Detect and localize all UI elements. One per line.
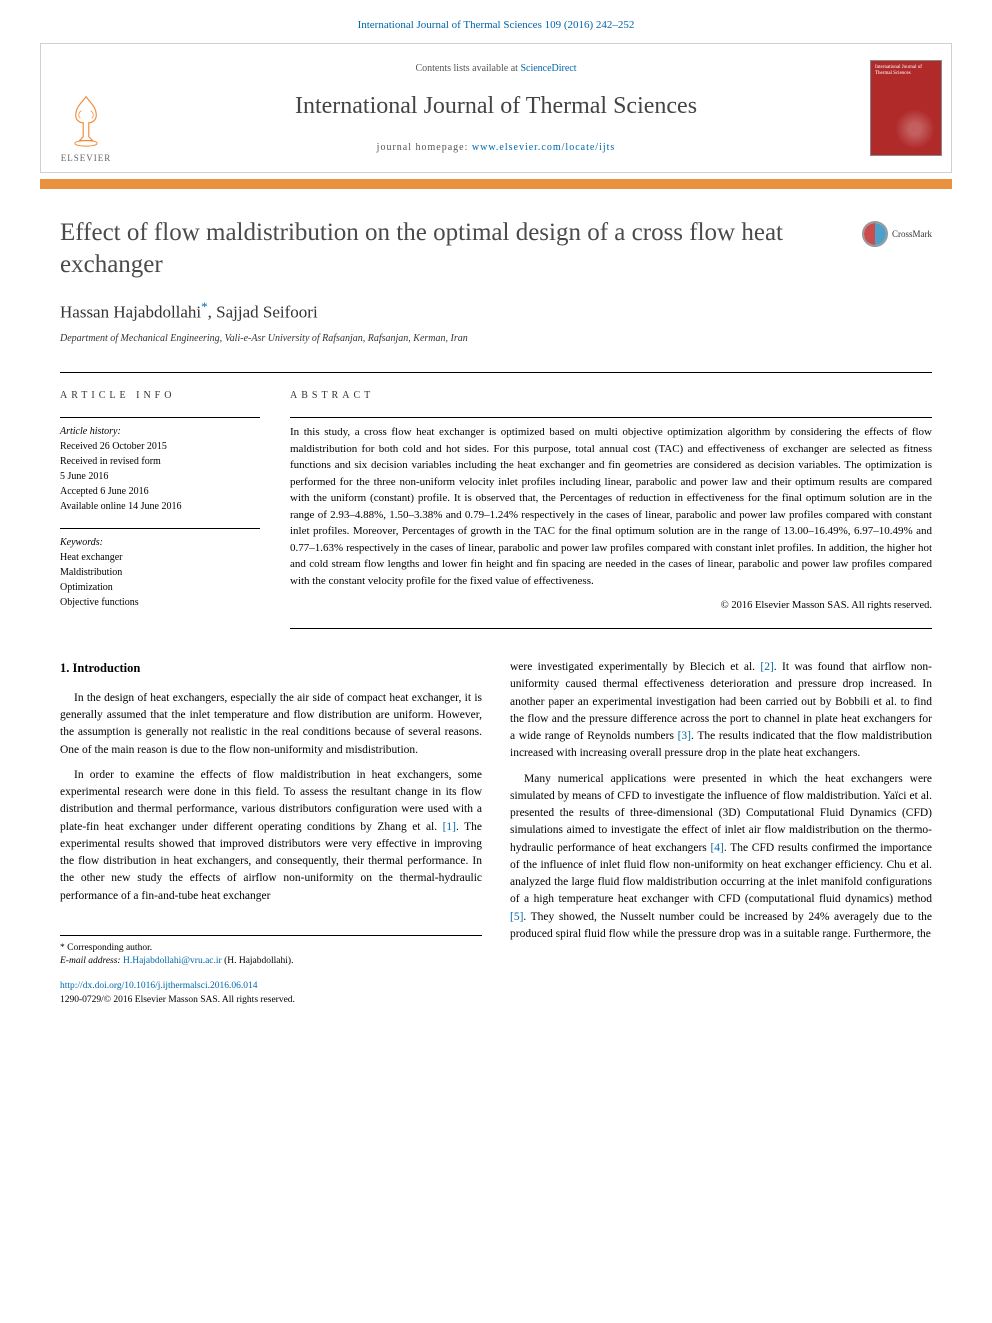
corresponding-mark: * <box>201 299 208 314</box>
article-history-block: Article history: Received 26 October 201… <box>60 417 260 514</box>
email-suffix: (H. Hajabdollahi). <box>224 956 293 966</box>
abstract-bottom-rule <box>290 628 932 629</box>
intro-para: were investigated experimentally by Blec… <box>510 659 932 763</box>
homepage-link[interactable]: www.elsevier.com/locate/ijts <box>472 142 615 153</box>
history-label: Article history: <box>60 424 260 439</box>
publisher-logo-block: ELSEVIER <box>41 44 131 172</box>
ref-link[interactable]: [4] <box>710 842 723 854</box>
history-revised: Received in revised form <box>60 454 260 469</box>
affiliation: Department of Mechanical Engineering, Va… <box>60 332 932 346</box>
publisher-label: ELSEVIER <box>61 152 112 165</box>
corresponding-footnote: * Corresponding author. E-mail address: … <box>60 935 482 969</box>
ref-link[interactable]: [3] <box>678 730 691 742</box>
keywords-label: Keywords: <box>60 535 260 550</box>
abstract-label: ABSTRACT <box>290 389 932 403</box>
authors-line: Hassan Hajabdollahi*, Sajjad Seifoori <box>60 298 932 324</box>
email-link[interactable]: H.Hajabdollahi@vru.ac.ir <box>123 956 222 966</box>
email-label: E-mail address: <box>60 956 121 966</box>
article-info-label: ARTICLE INFO <box>60 389 260 403</box>
ref-link[interactable]: [1] <box>443 821 456 833</box>
body-columns: 1. Introduction In the design of heat ex… <box>60 659 932 968</box>
author-2: Sajjad Seifoori <box>216 303 318 322</box>
abstract-column: ABSTRACT In this study, a cross flow hea… <box>290 389 932 629</box>
crossmark-icon <box>862 221 888 247</box>
banner-center: Contents lists available at ScienceDirec… <box>131 44 861 172</box>
orange-divider-bar <box>40 179 952 189</box>
article-info-column: ARTICLE INFO Article history: Received 2… <box>60 389 260 629</box>
body-col-left: 1. Introduction In the design of heat ex… <box>60 659 482 968</box>
author-1: Hassan Hajabdollahi <box>60 303 201 322</box>
journal-cover-art <box>895 109 935 149</box>
doi-link[interactable]: http://dx.doi.org/10.1016/j.ijthermalsci… <box>60 981 257 991</box>
keyword-item: Maldistribution <box>60 565 260 580</box>
body-col-right: were investigated experimentally by Blec… <box>510 659 932 968</box>
abstract-copyright: © 2016 Elsevier Masson SAS. All rights r… <box>290 599 932 614</box>
journal-banner: ELSEVIER Contents lists available at Sci… <box>40 43 952 173</box>
history-online: Available online 14 June 2016 <box>60 499 260 514</box>
sciencedirect-link[interactable]: ScienceDirect <box>520 63 576 74</box>
ref-link[interactable]: [2] <box>760 661 773 673</box>
corr-label: * Corresponding author. <box>60 942 482 955</box>
contents-prefix: Contents lists available at <box>415 63 520 74</box>
journal-cover-label: International Journal of Thermal Science… <box>875 65 937 76</box>
top-citation: International Journal of Thermal Science… <box>0 0 992 43</box>
keyword-item: Objective functions <box>60 595 260 610</box>
history-received: Received 26 October 2015 <box>60 439 260 454</box>
crossmark-badge[interactable]: CrossMark <box>862 221 932 247</box>
issn-line: 1290-0729/© 2016 Elsevier Masson SAS. Al… <box>60 995 295 1005</box>
intro-para: In the design of heat exchangers, especi… <box>60 690 482 759</box>
intro-para: In order to examine the effects of flow … <box>60 767 482 905</box>
contents-line: Contents lists available at ScienceDirec… <box>415 62 576 76</box>
elsevier-tree-icon <box>59 90 114 150</box>
ref-link[interactable]: [5] <box>510 911 523 923</box>
homepage-prefix: journal homepage: <box>377 142 472 153</box>
history-revised-date: 5 June 2016 <box>60 469 260 484</box>
keywords-block: Keywords: Heat exchanger Maldistribution… <box>60 528 260 610</box>
keyword-item: Optimization <box>60 580 260 595</box>
journal-cover-block: International Journal of Thermal Science… <box>861 44 951 172</box>
abstract-text: In this study, a cross flow heat exchang… <box>290 417 932 589</box>
history-accepted: Accepted 6 June 2016 <box>60 484 260 499</box>
journal-name: International Journal of Thermal Science… <box>295 90 697 124</box>
crossmark-label: CrossMark <box>892 228 932 241</box>
doi-block: http://dx.doi.org/10.1016/j.ijthermalsci… <box>60 980 932 1007</box>
intro-para: Many numerical applications were present… <box>510 771 932 944</box>
homepage-line: journal homepage: www.elsevier.com/locat… <box>377 141 616 155</box>
keyword-item: Heat exchanger <box>60 550 260 565</box>
intro-heading: 1. Introduction <box>60 659 482 678</box>
article-title: Effect of flow maldistribution on the op… <box>60 217 862 280</box>
journal-cover-icon: International Journal of Thermal Science… <box>870 60 942 156</box>
